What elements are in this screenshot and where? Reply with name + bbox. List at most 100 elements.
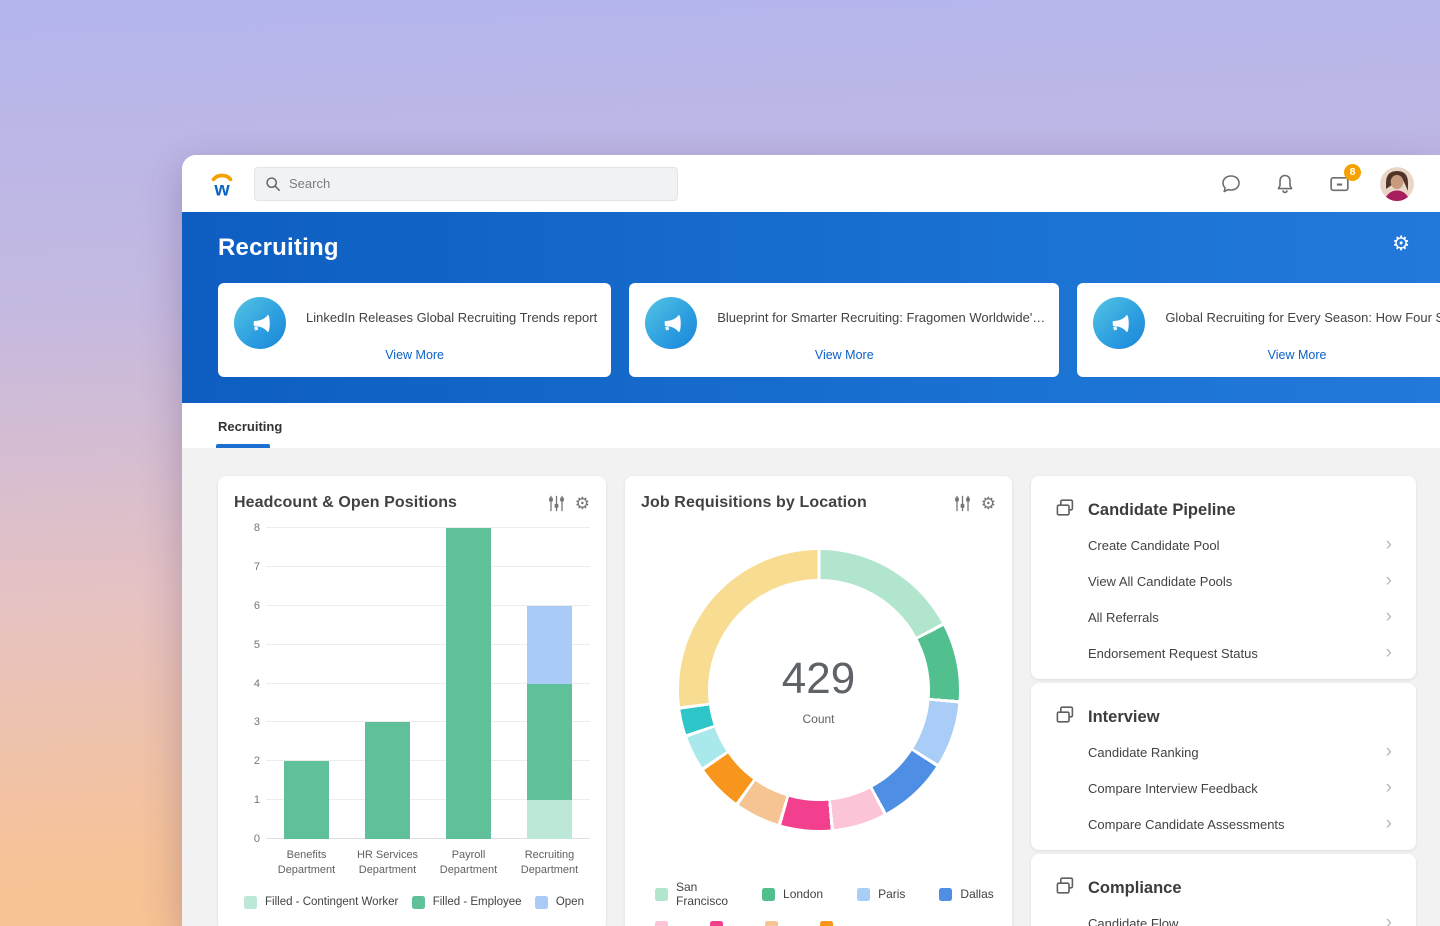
chevron-right-icon: › xyxy=(1385,911,1392,926)
gridline-5 xyxy=(266,643,590,645)
chevron-right-icon: › xyxy=(1385,533,1392,555)
menu-item-label: Candidate Ranking xyxy=(1088,744,1199,760)
bar-stack xyxy=(446,528,491,839)
legend-swatch xyxy=(765,921,778,926)
menu-item-label: Candidate Flow xyxy=(1088,915,1179,926)
menu-item-compare-candidate-assessments[interactable]: Compare Candidate Assessments › xyxy=(1055,806,1392,842)
announcement-title: Blueprint for Smarter Recruiting: Fragom… xyxy=(717,310,1046,325)
app-window: w xyxy=(182,155,1440,926)
menu-section-header: Candidate Pipeline xyxy=(1055,498,1392,523)
chat-icon xyxy=(1222,174,1240,192)
category-label: Recruiting Department xyxy=(520,849,579,876)
dashboard-content: Headcount & Open Positions ⚙ xyxy=(182,448,1440,926)
banner-gear-icon[interactable]: ⚙ xyxy=(1392,233,1410,255)
legend-swatch xyxy=(820,921,833,926)
notifications-button[interactable] xyxy=(1272,171,1298,197)
legend-swatch xyxy=(534,895,548,909)
legend-item: Dallas xyxy=(939,880,994,908)
megaphone-icon xyxy=(1093,297,1146,349)
menu-item-label: Compare Candidate Assessments xyxy=(1088,816,1285,832)
bar-column xyxy=(428,528,509,839)
shortcut-menu-column: Candidate Pipeline Create Candidate Pool ›… xyxy=(1031,476,1416,926)
requisitions-card-title: Job Requisitions by Location xyxy=(641,494,867,511)
chat-button[interactable] xyxy=(1218,171,1244,197)
legend-row: San Francisco London Paris Dallas xyxy=(655,880,994,908)
announcement-card-1[interactable]: LinkedIn Releases Global Recruiting Tren… xyxy=(218,283,612,377)
bar-chart-categories: Benefits Department HR Services Departmen… xyxy=(266,848,590,878)
y-axis-label: 3 xyxy=(253,716,260,729)
top-bar: w xyxy=(182,155,1440,212)
chart-gear-icon[interactable]: ⚙ xyxy=(574,493,590,513)
sliders-icon xyxy=(954,495,970,511)
gridline-0 xyxy=(266,838,590,839)
announcement-card-2[interactable]: Blueprint for Smarter Recruiting: Fragom… xyxy=(629,283,1060,377)
donut-count-label: Count xyxy=(802,712,835,726)
workday-logo-icon: w xyxy=(211,173,233,199)
legend-label: Filled - Employee xyxy=(432,896,522,909)
chart-filter-button[interactable] xyxy=(954,495,971,512)
bar-column xyxy=(266,528,347,839)
legend-label: Open xyxy=(555,896,584,909)
view-more-link[interactable]: View More xyxy=(385,348,445,362)
tab-bar: Recruiting xyxy=(182,403,1440,448)
menu-item-view-all-candidate-pools[interactable]: View All Candidate Pools › xyxy=(1055,563,1392,599)
menu-section-title: Compliance xyxy=(1088,879,1182,897)
inbox-button[interactable]: 8 xyxy=(1326,163,1361,197)
gridline-1 xyxy=(266,799,590,801)
bars-area xyxy=(266,528,590,839)
menu-item-candidate-ranking[interactable]: Candidate Ranking › xyxy=(1055,734,1392,770)
legend-item: Paris xyxy=(857,880,905,908)
legend-item: San Francisco xyxy=(655,880,728,908)
bar-chart-legend: Filled - Contingent Worker Filled - Emplo… xyxy=(244,895,584,909)
view-more-link[interactable]: View More xyxy=(1267,348,1327,362)
bell-icon xyxy=(1277,174,1293,193)
donut-chart: 429 Count xyxy=(678,550,959,830)
legend-swatch xyxy=(411,895,425,909)
legend-swatch xyxy=(762,887,776,901)
legend-swatch xyxy=(939,887,953,901)
menu-item-create-candidate-pool[interactable]: Create Candidate Pool › xyxy=(1055,527,1392,563)
gridline-6 xyxy=(266,604,590,606)
requisitions-card: Job Requisitions by Location ⚙ xyxy=(625,476,1012,926)
gridline-2 xyxy=(266,760,590,762)
gridline-3 xyxy=(266,721,590,723)
legend-item: London xyxy=(762,880,823,908)
bar-segment xyxy=(527,605,572,684)
menu-section-interview: Interview Candidate Ranking › Compare Inter… xyxy=(1031,683,1416,850)
search-box[interactable] xyxy=(254,166,678,201)
workday-logo[interactable]: w xyxy=(206,168,238,200)
menu-item-candidate-flow[interactable]: Candidate Flow › xyxy=(1055,905,1392,926)
stacked-windows-icon xyxy=(1055,498,1075,523)
profile-avatar[interactable] xyxy=(1380,166,1414,201)
bar-stack xyxy=(527,528,572,839)
bar-chart-plot: 0 1 2 3 4 5 6 7 8 xyxy=(254,522,590,845)
announcement-card-3[interactable]: Global Recruiting for Every Season: How … xyxy=(1077,283,1440,377)
menu-section-candidate-pipeline: Candidate Pipeline Create Candidate Pool ›… xyxy=(1031,476,1416,679)
bar-segment xyxy=(365,722,410,839)
legend-label: Paris xyxy=(878,887,906,901)
menu-section-title: Interview xyxy=(1088,708,1160,726)
legend-label: San Francisco xyxy=(676,880,729,908)
legend-label: Filled - Contingent Worker xyxy=(265,896,399,909)
stacked-windows-icon xyxy=(1055,876,1075,901)
menu-item-endorsement-request-status[interactable]: Endorsement Request Status › xyxy=(1055,635,1392,671)
bar-column xyxy=(509,528,590,839)
menu-item-all-referrals[interactable]: All Referrals › xyxy=(1055,599,1392,635)
bar-column xyxy=(347,528,428,839)
svg-text:w: w xyxy=(213,178,230,199)
legend-swatch xyxy=(655,921,668,926)
chart-gear-icon[interactable]: ⚙ xyxy=(980,493,996,513)
chart-filter-button[interactable] xyxy=(548,495,565,512)
chevron-right-icon: › xyxy=(1385,569,1392,591)
sliders-icon xyxy=(548,495,564,511)
search-input[interactable] xyxy=(289,176,667,191)
menu-item-label: Compare Interview Feedback xyxy=(1088,780,1258,796)
tab-recruiting[interactable]: Recruiting xyxy=(216,419,282,448)
bar-stack xyxy=(284,528,329,839)
legend-row xyxy=(655,921,992,926)
view-more-link[interactable]: View More xyxy=(814,348,874,362)
menu-item-compare-interview-feedback[interactable]: Compare Interview Feedback › xyxy=(1055,770,1392,806)
page-banner: Recruiting ⚙ LinkedIn Releases Global Re… xyxy=(182,212,1440,403)
legend-item xyxy=(655,921,676,926)
legend-swatch xyxy=(655,887,668,901)
